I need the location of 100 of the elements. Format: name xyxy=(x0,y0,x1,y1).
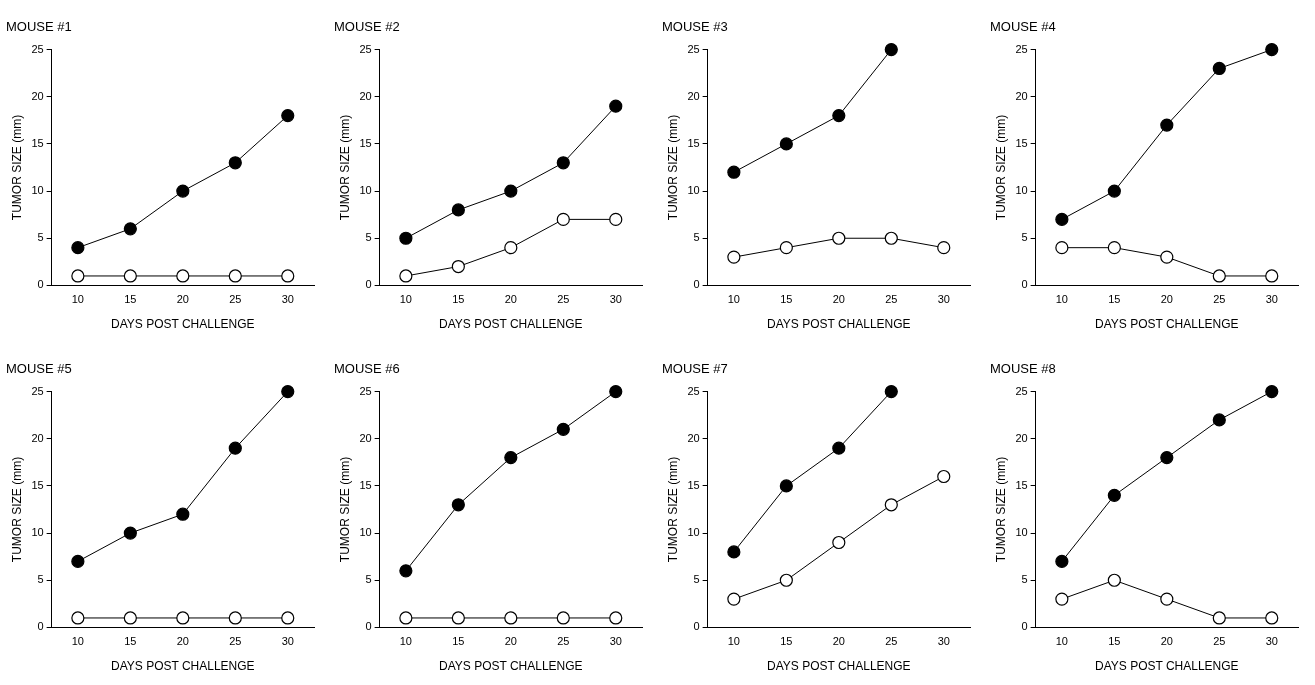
x-tick-label: 20 xyxy=(176,293,189,306)
point xyxy=(727,165,741,179)
point xyxy=(556,422,570,436)
x-tick-label: 30 xyxy=(609,635,622,648)
y-tick-label: 15 xyxy=(687,478,700,491)
point xyxy=(399,269,413,283)
y-tick-label: 0 xyxy=(37,278,44,291)
point xyxy=(779,573,793,587)
y-tick-label: 0 xyxy=(365,278,372,291)
point xyxy=(123,222,137,236)
y-tick-label: 15 xyxy=(359,136,372,149)
y-tick-label: 20 xyxy=(31,431,44,444)
y-tick-label: 20 xyxy=(1015,431,1028,444)
y-axis-title: TUMOR SIZE (mm) xyxy=(993,114,1008,221)
point xyxy=(1055,554,1069,568)
point xyxy=(937,469,951,484)
y-axis-title: TUMOR SIZE (mm) xyxy=(9,456,24,563)
y-tick-label: 20 xyxy=(359,431,372,444)
y-tick-label: 10 xyxy=(31,184,44,197)
x-tick-label: 10 xyxy=(399,635,412,648)
point xyxy=(832,109,846,123)
chart-title: MOUSE #8 xyxy=(990,361,1056,377)
point xyxy=(451,611,465,625)
point xyxy=(884,498,898,512)
point xyxy=(779,479,793,493)
y-tick-label: 15 xyxy=(31,136,44,149)
x-tick-label: 30 xyxy=(937,635,950,648)
x-tick-label: 20 xyxy=(504,635,517,648)
x-tick-label: 15 xyxy=(1108,293,1121,306)
x-tick-label: 20 xyxy=(1160,293,1173,306)
chart-title: MOUSE #6 xyxy=(334,361,400,377)
point xyxy=(451,498,465,512)
point xyxy=(884,43,898,57)
x-tick-label: 30 xyxy=(609,293,622,306)
y-tick-label: 25 xyxy=(1015,384,1028,397)
point xyxy=(1265,385,1279,399)
point xyxy=(884,231,898,245)
chart-title: MOUSE #1 xyxy=(6,19,72,35)
x-tick-label: 15 xyxy=(452,635,465,648)
point xyxy=(1265,269,1279,283)
x-tick-label: 25 xyxy=(557,635,570,648)
point xyxy=(176,269,190,283)
point xyxy=(71,241,85,255)
point xyxy=(832,535,846,550)
y-tick-label: 0 xyxy=(1021,620,1028,633)
x-tick-label: 20 xyxy=(176,635,189,648)
y-tick-label: 25 xyxy=(687,42,700,55)
y-tick-label: 5 xyxy=(693,231,700,244)
point xyxy=(779,137,793,151)
y-tick-label: 10 xyxy=(687,184,700,197)
point xyxy=(176,611,190,625)
y-tick-label: 20 xyxy=(31,89,44,102)
point xyxy=(1212,61,1226,76)
x-tick-label: 20 xyxy=(1160,635,1173,648)
y-tick-label: 0 xyxy=(693,620,700,633)
point xyxy=(779,241,793,255)
point xyxy=(832,441,846,455)
point xyxy=(727,592,741,606)
y-tick-label: 15 xyxy=(359,478,372,491)
y-axis-title: TUMOR SIZE (mm) xyxy=(9,114,24,221)
point xyxy=(1107,241,1121,255)
point xyxy=(1107,573,1121,587)
x-axis-title: DAYS POST CHALLENGE xyxy=(439,659,583,674)
point xyxy=(228,441,242,455)
point xyxy=(1160,250,1174,264)
point xyxy=(123,269,137,283)
y-tick-label: 25 xyxy=(1015,42,1028,55)
point xyxy=(123,526,137,540)
point xyxy=(1055,212,1069,226)
point xyxy=(228,269,242,283)
y-tick-label: 15 xyxy=(31,478,44,491)
x-axis-title: DAYS POST CHALLENGE xyxy=(1095,317,1239,332)
x-tick-label: 15 xyxy=(1108,635,1121,648)
x-tick-label: 15 xyxy=(124,293,137,306)
point xyxy=(228,156,242,170)
point xyxy=(399,564,413,578)
point xyxy=(176,507,190,521)
point xyxy=(1107,488,1121,502)
x-tick-label: 20 xyxy=(832,293,845,306)
point xyxy=(399,611,413,625)
x-tick-label: 30 xyxy=(281,635,294,648)
x-axis-title: DAYS POST CHALLENGE xyxy=(111,317,255,332)
y-tick-label: 10 xyxy=(31,526,44,539)
y-tick-label: 10 xyxy=(359,526,372,539)
point xyxy=(1265,611,1279,625)
x-axis-title: DAYS POST CHALLENGE xyxy=(767,317,911,332)
y-tick-label: 25 xyxy=(687,384,700,397)
x-tick-label: 10 xyxy=(1055,635,1068,648)
y-tick-label: 5 xyxy=(693,573,700,586)
point xyxy=(609,385,623,399)
x-tick-label: 25 xyxy=(229,293,242,306)
y-tick-label: 20 xyxy=(1015,89,1028,102)
chart-title: MOUSE #2 xyxy=(334,19,400,35)
y-tick-label: 0 xyxy=(365,620,372,633)
point xyxy=(123,611,137,625)
y-axis-title: TUMOR SIZE (mm) xyxy=(993,456,1008,563)
point xyxy=(228,611,242,625)
point xyxy=(609,99,623,113)
y-tick-label: 0 xyxy=(693,278,700,291)
point xyxy=(451,203,465,217)
